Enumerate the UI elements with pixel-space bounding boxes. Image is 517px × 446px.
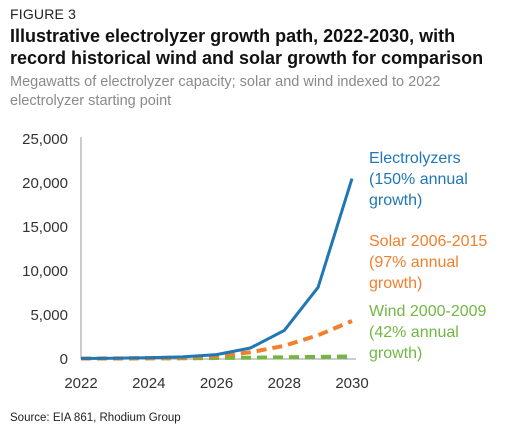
series-line-solar-2006-2015: [80, 319, 353, 361]
chart-title: Illustrative electrolyzer growth path, 2…: [10, 26, 484, 68]
y-tick-label: 15,000: [22, 219, 68, 236]
chart-subtitle: Megawatts of electrolyzer capacity; sola…: [10, 74, 441, 109]
series-line-electrolyzers: [80, 178, 354, 360]
y-tick-label: 5,000: [30, 307, 68, 324]
x-tick-label: 2030: [335, 375, 368, 392]
figure-label: FIGURE 3: [10, 6, 77, 22]
series-label-solar-2006-2015: Solar 2006-2015 (97% annual growth): [369, 233, 487, 292]
y-tick-label: 10,000: [22, 263, 68, 280]
y-axis-ticks: 0 5,000 10,000 15,000 20,000 25,000: [22, 131, 68, 368]
x-tick-label: 2022: [64, 375, 97, 392]
x-tick-label: 2026: [200, 375, 233, 392]
series-label-electrolyzers: Electrolyzers (150% annual growth): [369, 150, 468, 209]
y-tick-label: 20,000: [22, 175, 68, 192]
series-lines: [80, 178, 354, 361]
y-tick-label: 0: [60, 351, 68, 368]
x-axis-ticks: 2022 2024 2026 2028 2030: [64, 375, 368, 392]
series-label-wind-2000-2009: Wind 2000-2009 (42% annual growth): [369, 303, 487, 362]
x-tick-label: 2024: [132, 375, 165, 392]
x-tick-label: 2028: [268, 375, 301, 392]
series-labels: Electrolyzers (150% annual growth) Solar 20…: [369, 150, 487, 362]
source-note: Source: EIA 861, Rhodium Group: [10, 412, 181, 424]
y-tick-label: 25,000: [22, 131, 68, 148]
